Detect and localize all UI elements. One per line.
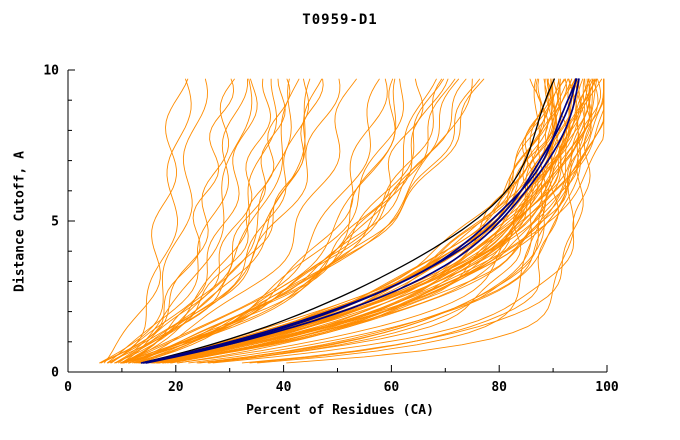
chart-title: T0959-D1 <box>302 12 378 28</box>
y-axis-label: Distance Cutoff, A <box>12 151 28 292</box>
best-curve <box>140 78 578 364</box>
model-curve <box>151 78 557 364</box>
model-curve <box>114 78 253 364</box>
best-curve <box>145 78 580 364</box>
model-curve <box>121 78 341 364</box>
model-curve <box>128 78 357 364</box>
model-curve <box>106 78 249 364</box>
model-curve <box>109 78 192 364</box>
model-curve <box>135 78 473 364</box>
x-tick-label: 40 <box>276 380 292 395</box>
y-tick-label: 10 <box>43 64 59 79</box>
model-curve <box>127 78 404 364</box>
model-curve <box>241 78 593 364</box>
model-curve <box>188 78 590 364</box>
model-curve <box>114 78 277 364</box>
model-curve <box>143 78 603 364</box>
model-curve <box>107 78 291 364</box>
model-curve <box>199 78 542 364</box>
model-curve <box>119 78 380 364</box>
model-curve <box>118 78 324 364</box>
model-curve <box>100 78 235 364</box>
model-curve <box>103 78 189 364</box>
model-curve <box>176 78 552 364</box>
model-curve <box>120 78 443 364</box>
model-curve <box>99 78 208 364</box>
model-curve <box>123 78 437 364</box>
model-curve <box>111 78 258 364</box>
model-curve <box>177 78 591 364</box>
y-tick-label: 0 <box>51 366 59 381</box>
x-tick-label: 100 <box>595 380 619 395</box>
model-curve <box>129 78 449 364</box>
model-curve <box>146 78 550 364</box>
model-curve <box>121 78 292 364</box>
x-tick-label: 20 <box>168 380 184 395</box>
model-curve <box>197 78 578 364</box>
model-curve <box>155 78 567 364</box>
model-curve <box>257 78 560 364</box>
model-curve <box>139 78 444 364</box>
model-curve <box>146 78 605 364</box>
model-curve <box>152 78 586 364</box>
x-tick-label: 0 <box>64 380 72 395</box>
x-axis-label: Percent of Residues (CA) <box>246 403 434 418</box>
model-curve <box>150 78 598 364</box>
best-curve <box>142 78 577 364</box>
model-curve <box>133 78 424 364</box>
model-curve <box>123 78 456 364</box>
model-curve <box>122 78 397 364</box>
model-curve <box>115 78 311 364</box>
model-curve <box>142 78 566 364</box>
model-curve <box>157 78 605 364</box>
y-tick-label: 5 <box>51 215 59 230</box>
reference-curve <box>141 78 555 364</box>
model-curve <box>208 78 555 364</box>
model-curve <box>286 78 586 364</box>
model-curve <box>162 78 598 364</box>
model-curve <box>122 78 286 364</box>
x-tick-label: 80 <box>491 380 507 395</box>
model-curve <box>207 78 562 364</box>
model-curve <box>107 78 300 364</box>
model-curve <box>143 78 553 364</box>
model-curve <box>128 78 485 364</box>
x-tick-label: 60 <box>384 380 400 395</box>
